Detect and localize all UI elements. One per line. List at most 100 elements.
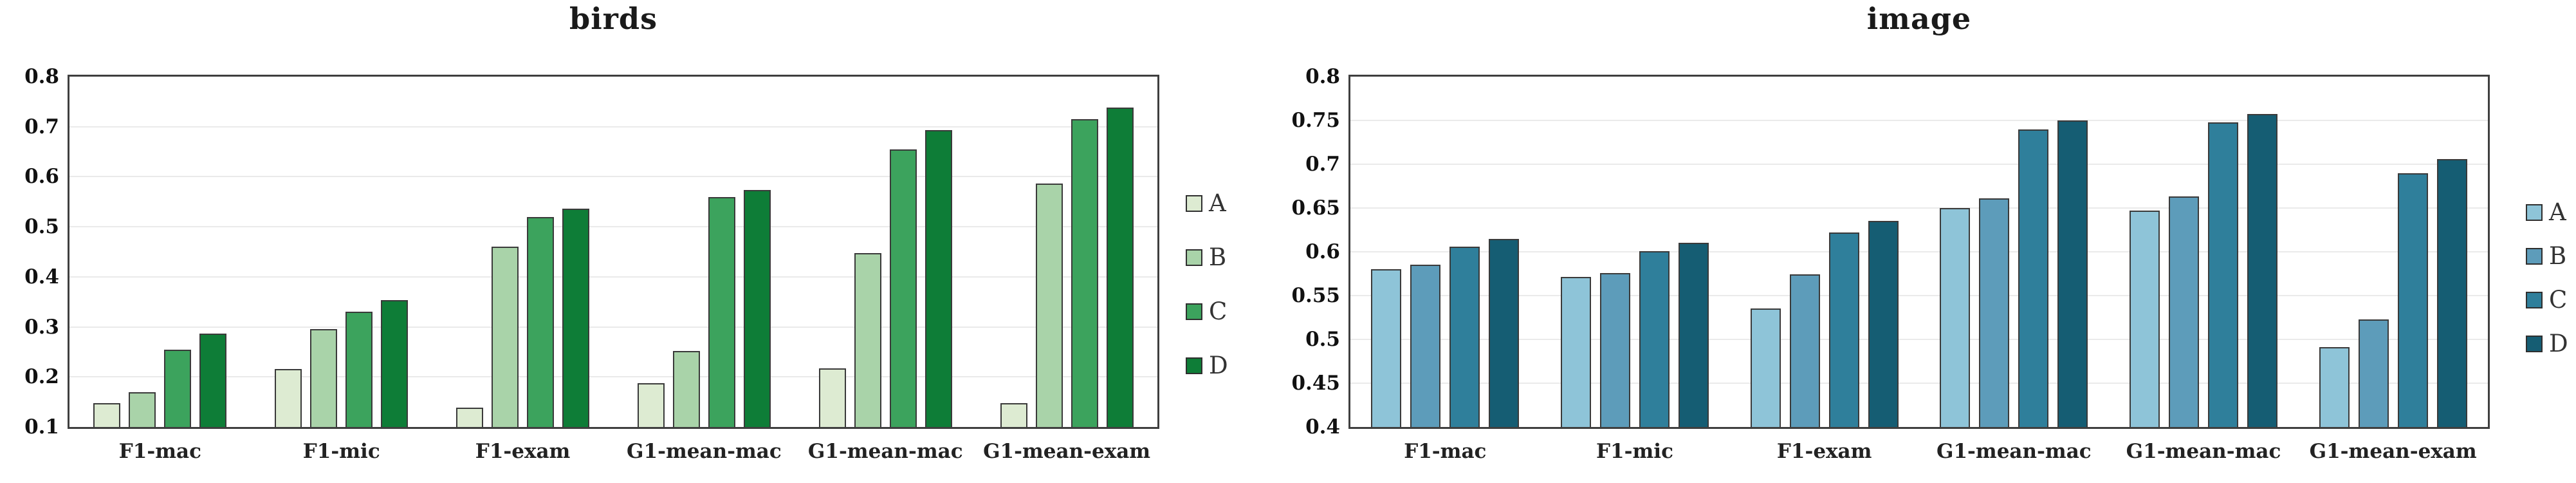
bar-F1-exam-C [1828, 232, 1859, 427]
x-axis-category-label: F1-exam [1776, 440, 1872, 463]
legend-swatch-icon [1186, 357, 1202, 374]
bar-F1-mic-B [310, 329, 338, 427]
bar-F1-exam-B [1789, 274, 1820, 427]
gridline [69, 226, 1157, 228]
gridline [1350, 164, 2488, 165]
legend-label: A [2549, 198, 2566, 226]
bar-G1-mean-exam-D [2436, 158, 2467, 427]
legend-swatch-icon [2526, 204, 2543, 221]
y-axis-tick-label: 0.1 [24, 415, 59, 439]
legend-label: D [1209, 352, 1228, 379]
bar-F1-exam-A [456, 407, 484, 427]
gridline [1350, 120, 2488, 121]
bar-G1-mean-exam-B [2358, 319, 2389, 427]
bar-G1-mean-exam-A [1000, 403, 1027, 427]
gridline [1350, 207, 2488, 209]
x-axis-category-label: G1-mean-exam [2309, 440, 2477, 463]
legend-swatch-icon [1186, 249, 1202, 266]
legend-label: A [1209, 189, 1226, 217]
gridline [1350, 339, 2488, 340]
bar-G1-mean-exam-C [2397, 173, 2428, 427]
gridline [1350, 383, 2488, 384]
bar-G1-mean-mac-D [2057, 120, 2088, 427]
x-axis-category-label: F1-mic [1596, 440, 1673, 463]
bar-F1-mac-C [1449, 246, 1480, 427]
bar-F1-exam-A [1750, 308, 1781, 427]
bar-G1-mean-exam-A [2319, 347, 2350, 427]
x-axis-category-label: F1-mic [302, 440, 380, 463]
bar-F1-mac-B [1410, 265, 1441, 427]
bar-G1-mean-mac-A [1940, 208, 1971, 427]
y-axis-tick-label: 0.6 [1305, 240, 1340, 263]
plot-area: 0.8 0.75 0.7 0.65 0.6 0.55 0.5 0.45 0.4 F1-mac F1-… [1291, 65, 2490, 463]
bar-G1-mean-mac-C [708, 196, 735, 427]
plot-area: 0.8 0.7 0.6 0.5 0.4 0.3 0.2 0.1 F1-mac F1-mic F1-e… [24, 65, 1159, 463]
y-axis-tick-label: 0.4 [1305, 415, 1340, 439]
x-axis-category-label: G1-mean-mac [1936, 440, 2092, 463]
x-axis-category-label: G1-mean-mac [627, 440, 782, 463]
bar-G1-mean-mac-C [2018, 129, 2049, 427]
bar-F1-mic-B [1600, 272, 1630, 427]
legend-swatch-icon [2526, 247, 2543, 265]
x-axis-category-label: F1-mac [1404, 440, 1487, 463]
legend-swatch-icon [2526, 291, 2543, 308]
y-axis-tick-label: 0.5 [24, 215, 59, 239]
legend-label: D [2549, 330, 2568, 357]
bar-G1-mean-mac-D [925, 130, 952, 427]
bar-G1-mean-mac-B [854, 253, 881, 427]
bar-F1-exam-D [1868, 221, 1899, 427]
y-axis-tick-label: 0.4 [24, 265, 59, 289]
y-axis-tick-label: 0.55 [1291, 284, 1340, 307]
legend-item-A: A [2526, 200, 2568, 224]
x-axis-category-label: G1-mean-mac [807, 440, 963, 463]
bar-G1-mean-mac-D [2247, 114, 2277, 427]
chart-title: image [1866, 1, 1972, 36]
legend-item-B: B [1186, 245, 1228, 269]
legend-swatch-icon [1186, 303, 1202, 320]
bar-F1-mac-A [1371, 269, 1402, 427]
bar-G1-mean-mac-D [743, 189, 771, 427]
bar-G1-mean-mac-A [2130, 211, 2160, 427]
bar-G1-mean-exam-C [1071, 119, 1098, 427]
legend-swatch-icon [2526, 335, 2543, 352]
x-axis-category-label: G1-mean-mac [2126, 440, 2281, 463]
y-axis-tick-label: 0.2 [24, 365, 59, 389]
y-axis-tick-label: 0.8 [1305, 65, 1340, 88]
legend-label: B [1209, 243, 1227, 271]
gridline [1350, 295, 2488, 296]
bar-G1-mean-mac-B [672, 350, 700, 427]
y-axis-tick-label: 0.7 [1305, 153, 1340, 176]
bar-F1-mac-D [199, 334, 227, 427]
y-axis-tick-label: 0.6 [24, 165, 59, 189]
bar-F1-mac-A [93, 402, 121, 427]
gridline [1350, 251, 2488, 252]
chart-title: birds [569, 1, 658, 36]
gridline [69, 376, 1157, 378]
y-axis-tick-label: 0.3 [24, 315, 59, 339]
bar-F1-exam-C [527, 217, 555, 427]
bar-G1-mean-exam-D [1106, 108, 1134, 427]
legend-item-B: B [2526, 244, 2568, 268]
legend-item-C: C [1186, 299, 1228, 323]
y-axis-tick-label: 0.75 [1291, 109, 1340, 132]
bar-G1-mean-mac-C [889, 149, 917, 427]
bar-F1-mac-B [129, 392, 156, 427]
legend-item-D: D [2526, 332, 2568, 355]
y-axis-tick-label: 0.65 [1291, 196, 1340, 220]
y-axis-tick-label: 0.8 [24, 65, 59, 88]
x-axis-category-label: F1-exam [475, 440, 571, 463]
gridline [69, 176, 1157, 178]
legend-item-C: C [2526, 288, 2568, 312]
bar-G1-mean-mac-B [1979, 198, 2010, 427]
legend-label: C [2549, 286, 2568, 314]
bar-F1-mic-C [1639, 251, 1670, 427]
bar-F1-mac-D [1489, 238, 1520, 427]
bar-F1-mic-A [275, 368, 302, 427]
y-axis-tick-label: 0.5 [1305, 328, 1340, 351]
bar-G1-mean-exam-B [1035, 183, 1063, 427]
